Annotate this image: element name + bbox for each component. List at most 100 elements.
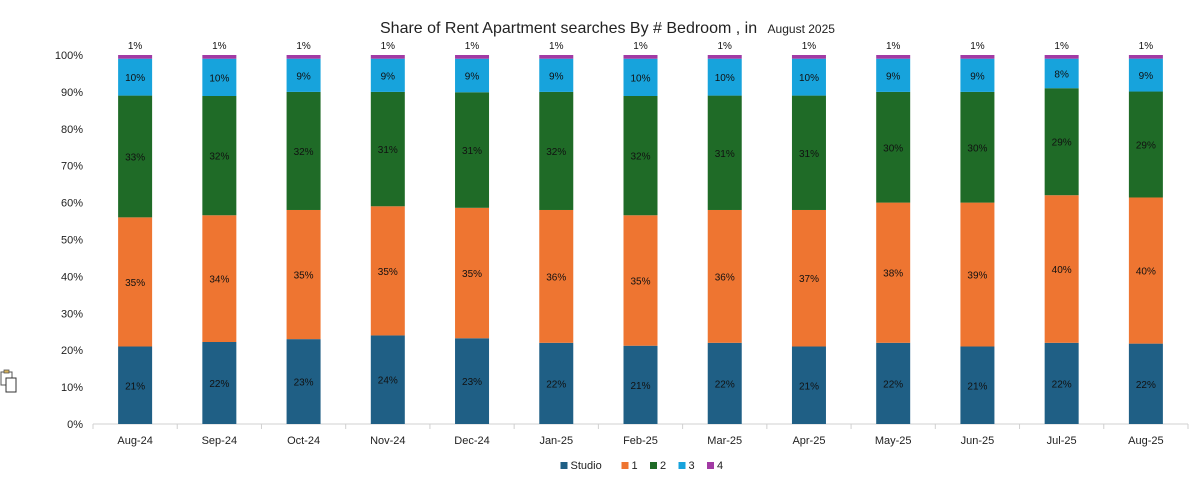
- bar-segment: [286, 339, 321, 424]
- y-tick-label: 100%: [55, 50, 83, 62]
- bar-segment: [286, 58, 321, 92]
- bar-segment: [1128, 343, 1163, 424]
- legend-swatch: [707, 462, 714, 469]
- y-tick-label: 30%: [61, 308, 83, 320]
- bar-segment: [286, 209, 321, 340]
- data-label: 9%: [970, 71, 985, 82]
- legend-label: Studio: [571, 460, 602, 472]
- bar-segment: [623, 345, 658, 424]
- bar-segment: [623, 215, 658, 346]
- data-label: 1%: [1054, 41, 1069, 52]
- data-label: 35%: [630, 277, 650, 288]
- bar-segment: [707, 95, 742, 210]
- x-tick-label: Jun-25: [961, 435, 995, 447]
- x-tick-label: Dec-24: [454, 435, 489, 447]
- data-label: 8%: [1054, 69, 1069, 80]
- x-tick-label: Oct-24: [287, 435, 320, 447]
- data-label: 22%: [546, 379, 566, 390]
- bar-segment: [1044, 58, 1079, 89]
- bars: 21% 35% 33% 10% 1% 22% 34% 32% 10% 1% 23% 35% 32% 9% 1…: [118, 41, 1163, 424]
- x-tick-label: Aug-24: [117, 435, 152, 447]
- bar-segment: [791, 209, 826, 347]
- chart-subtitle: August 2025: [768, 22, 836, 36]
- legend-label: 1: [632, 460, 638, 472]
- bar-segment: [707, 55, 742, 59]
- bar-segment: [1128, 91, 1163, 198]
- bar-segment: [791, 95, 826, 210]
- bar-segment: [960, 346, 995, 424]
- x-tick-label: May-25: [875, 435, 912, 447]
- bar-segment: [960, 91, 995, 203]
- bar-segment: [707, 342, 742, 424]
- bar-segment: [791, 346, 826, 424]
- bar-segment: [202, 96, 237, 216]
- data-label: 34%: [209, 275, 229, 286]
- data-label: 1%: [212, 41, 227, 52]
- data-label: 1%: [886, 41, 901, 52]
- bar-segment: [960, 58, 995, 92]
- bar-segment: [202, 215, 237, 342]
- bar-segment: [876, 202, 911, 343]
- legend-swatch: [560, 462, 568, 469]
- bar-segment: [623, 55, 658, 59]
- data-label: 33%: [125, 152, 145, 163]
- legend-swatch: [678, 462, 686, 469]
- bar-segment: [1128, 197, 1163, 344]
- data-label: 31%: [715, 149, 735, 160]
- data-label: 30%: [967, 143, 987, 154]
- x-tick-label: Aug-25: [1128, 435, 1163, 447]
- data-label: 29%: [1136, 141, 1156, 152]
- x-tick-label: Jan-25: [539, 435, 573, 447]
- data-label: 31%: [799, 149, 819, 160]
- x-tick-label: Sep-24: [202, 435, 237, 447]
- bar-segment: [202, 342, 237, 424]
- bar-segment: [118, 346, 153, 424]
- y-axis: 0% 10% 20% 30% 40% 50% 60% 70% 80% 90% 100%: [55, 50, 83, 431]
- data-label: 35%: [378, 267, 398, 278]
- bar-segment: [539, 55, 574, 59]
- data-label: 22%: [1052, 379, 1072, 390]
- bar-segment: [1128, 58, 1163, 92]
- data-label: 21%: [799, 381, 819, 392]
- data-label: 9%: [886, 71, 901, 82]
- y-tick-label: 60%: [61, 198, 83, 210]
- y-tick-label: 20%: [61, 345, 83, 357]
- data-label: 1%: [296, 41, 311, 52]
- x-tick-label: Feb-25: [623, 435, 658, 447]
- bar-segment: [118, 55, 153, 59]
- data-label: 30%: [883, 143, 903, 154]
- data-label: 1%: [549, 41, 564, 52]
- y-tick-label: 50%: [61, 235, 83, 247]
- bar-segment: [539, 209, 574, 343]
- bar-segment: [876, 342, 911, 424]
- data-label: 21%: [125, 381, 145, 392]
- data-label: 35%: [294, 271, 314, 282]
- bar-segment: [455, 58, 490, 93]
- data-label: 35%: [462, 269, 482, 280]
- data-label: 32%: [630, 152, 650, 163]
- data-label: 1%: [718, 41, 733, 52]
- bar-segment: [623, 96, 658, 216]
- bar-segment: [960, 55, 995, 59]
- data-label: 10%: [630, 73, 650, 84]
- bar-segment: [623, 58, 658, 96]
- bar-segment: [876, 55, 911, 59]
- data-label: 10%: [209, 73, 229, 84]
- data-label: 29%: [1052, 138, 1072, 149]
- paste-options-icon[interactable]: [0, 368, 18, 394]
- legend-label: 2: [660, 460, 666, 472]
- data-label: 10%: [799, 73, 819, 84]
- data-label: 22%: [1136, 380, 1156, 391]
- bar-segment: [876, 91, 911, 203]
- data-label: 21%: [967, 381, 987, 392]
- legend-swatch: [621, 462, 629, 469]
- data-label: 40%: [1136, 267, 1156, 278]
- bar-segment: [707, 209, 742, 343]
- data-label: 10%: [715, 73, 735, 84]
- bar-segment: [286, 91, 321, 210]
- chart-title-main: Share of Rent Apartment searches By # Be…: [380, 20, 757, 37]
- legend-swatch: [650, 462, 657, 469]
- data-label: 9%: [296, 71, 311, 82]
- bar-segment: [539, 58, 574, 92]
